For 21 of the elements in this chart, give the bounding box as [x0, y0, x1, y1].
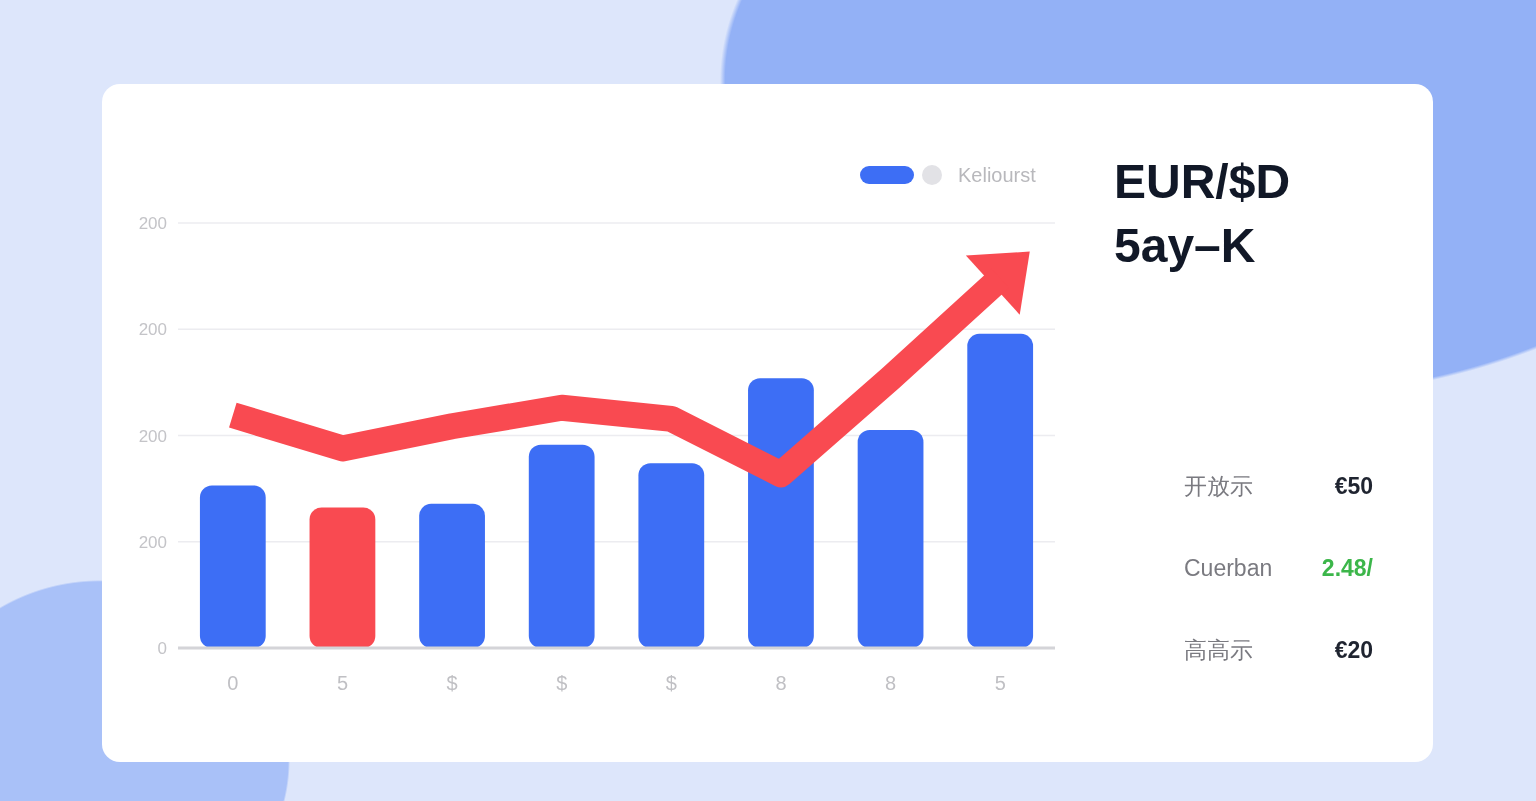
- text: 开放示: [1184, 473, 1253, 499]
- x-tick-label: 5: [336, 672, 348, 694]
- text: €50: [1334, 473, 1373, 499]
- x-tick-label: $: [446, 672, 458, 694]
- x-tick-label: 8: [775, 672, 787, 694]
- text: 200: [138, 214, 167, 233]
- x-tick-label: 0: [227, 672, 239, 694]
- x-tick-label: 5: [994, 672, 1006, 694]
- text: Cuerban: [1184, 555, 1273, 581]
- text: EUR/$D 5ay–K: [1114, 155, 1291, 272]
- text: €20: [1334, 637, 1373, 663]
- legend: Keliourst: [860, 164, 1036, 186]
- text: 高高示: [1184, 637, 1253, 663]
- text: 200: [138, 532, 167, 552]
- x-tick-label: $: [556, 672, 568, 694]
- text: 0: [157, 639, 167, 658]
- text: 2.48/: [1321, 555, 1374, 581]
- text: 200: [138, 426, 167, 446]
- x-tick-label: 8: [885, 672, 897, 694]
- text: 200: [138, 320, 167, 340]
- x-tick-label: $: [665, 672, 677, 694]
